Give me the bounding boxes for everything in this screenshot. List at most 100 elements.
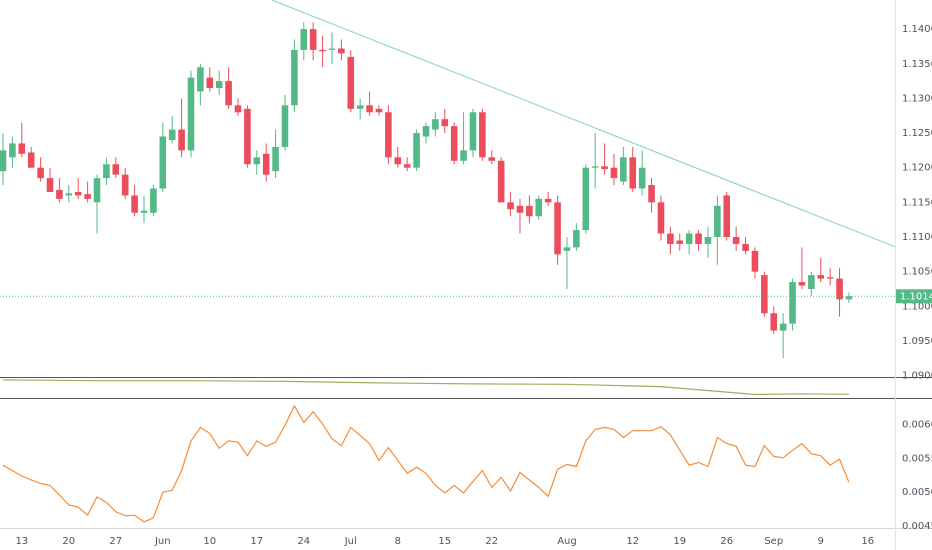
- candle-body: [18, 143, 26, 154]
- candle-body: [620, 157, 627, 182]
- candle-body: [394, 157, 402, 165]
- candle-body: [610, 167, 618, 179]
- candle-body: [347, 56, 355, 109]
- candle-body: [84, 194, 91, 199]
- x-tick-label: 17: [250, 536, 263, 547]
- y-tick-label: 1.14000: [902, 24, 932, 35]
- y-tick-label: 0.00500: [902, 487, 932, 498]
- trend-line: [271, 0, 896, 248]
- candle-body: [206, 77, 214, 89]
- candle-body: [526, 205, 533, 217]
- candle-body: [309, 29, 317, 50]
- candle-body: [761, 275, 768, 314]
- x-tick-label: 12: [626, 536, 639, 547]
- candle-body: [328, 48, 336, 50]
- y-tick-label: 0.00450: [902, 521, 932, 532]
- candle-body: [46, 178, 54, 192]
- candle-body: [732, 237, 740, 244]
- candle-body: [779, 323, 787, 331]
- candle-body: [751, 250, 759, 272]
- candle-body: [808, 275, 815, 289]
- y-tick-label: 1.11000: [902, 232, 932, 243]
- candle-body: [56, 189, 63, 199]
- y-tick-label: 1.12500: [902, 128, 932, 139]
- x-tick-label: Sep: [764, 536, 783, 547]
- candle-body: [836, 278, 843, 300]
- x-tick-label: 26: [720, 536, 733, 547]
- candle-body: [121, 174, 129, 196]
- candle-body: [74, 191, 82, 196]
- candle-body: [385, 112, 392, 158]
- candle-body: [563, 247, 571, 251]
- candle-body: [375, 108, 383, 113]
- marks-layer: [0, 0, 896, 523]
- candle-body: [826, 277, 834, 279]
- candle-body: [601, 166, 608, 170]
- labels-layer: 13 20 27 Jun 10 17 24 Jul 8 15 22 Aug 12 19 26 Sep 9 16 1.…: [15, 24, 932, 547]
- candle-body: [432, 119, 439, 130]
- candle-body: [422, 126, 430, 137]
- candle-body: [234, 105, 242, 113]
- candle-body: [262, 153, 270, 175]
- candle-body: [403, 164, 411, 168]
- candle-body: [657, 202, 665, 234]
- candle-body: [723, 195, 731, 238]
- y-tick-label: 0.00550: [902, 453, 932, 464]
- candle-body: [366, 105, 373, 113]
- candle-body: [150, 188, 157, 213]
- candle-body: [789, 282, 796, 324]
- candle-body: [817, 275, 825, 279]
- candle-body: [554, 202, 561, 255]
- candle-body: [497, 160, 505, 203]
- candle-body: [704, 237, 712, 244]
- candle-body: [667, 233, 674, 244]
- candle-body: [516, 205, 524, 213]
- candle-body: [450, 126, 458, 161]
- candle-body: [300, 29, 308, 50]
- candle-body: [573, 230, 580, 248]
- candle-body: [582, 167, 590, 231]
- candle-body: [65, 193, 73, 196]
- candle-body: [356, 105, 364, 109]
- indicator-line: [2, 404, 850, 523]
- x-tick-label: 19: [673, 536, 686, 547]
- candle-body: [103, 164, 110, 179]
- x-tick-label: Jul: [344, 536, 357, 547]
- candle-body: [253, 157, 261, 165]
- candle-body: [479, 112, 486, 158]
- y-tick-label: 1.13500: [902, 59, 932, 70]
- candle-body: [168, 129, 176, 140]
- candle-body: [845, 296, 853, 300]
- candle-body: [272, 146, 279, 172]
- candle-body: [714, 205, 721, 238]
- candle-body: [648, 185, 655, 203]
- candle-body: [469, 112, 477, 151]
- candle-body: [695, 233, 702, 244]
- candle-body: [676, 240, 684, 244]
- candle-body: [685, 233, 693, 244]
- candle-body: [225, 81, 232, 106]
- candle-body: [178, 129, 185, 151]
- candle-body: [140, 210, 148, 213]
- x-tick-label: 22: [485, 536, 498, 547]
- candle-body: [338, 48, 345, 54]
- candle-body: [742, 243, 749, 251]
- candle-body: [9, 143, 16, 158]
- candle-body: [93, 178, 101, 203]
- x-tick-label: 20: [62, 536, 75, 547]
- candle-body: [638, 167, 646, 189]
- candle-body: [244, 108, 251, 165]
- y-tick-label: 0.00600: [902, 420, 932, 431]
- candle-body: [0, 150, 7, 172]
- y-tick-label: 1.09000: [902, 371, 932, 382]
- x-tick-label: 13: [15, 536, 28, 547]
- candle-body: [37, 167, 44, 179]
- x-tick-label: 27: [109, 536, 122, 547]
- candle-body: [27, 152, 35, 168]
- candle-body: [441, 119, 449, 127]
- candle-body: [197, 67, 204, 92]
- candle-body: [159, 136, 167, 189]
- y-tick-label: 1.10500: [902, 267, 932, 278]
- candle-body: [413, 133, 420, 168]
